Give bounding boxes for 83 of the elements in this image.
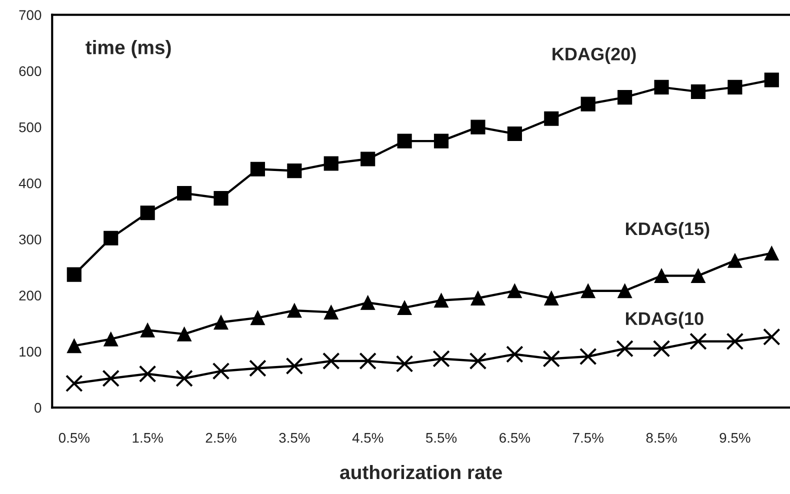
point bbox=[176, 370, 193, 388]
x-tick-label: 0.5% bbox=[58, 432, 90, 443]
point bbox=[580, 96, 596, 112]
x-tick-label: 2.5% bbox=[206, 432, 236, 443]
point bbox=[140, 206, 155, 220]
point bbox=[177, 186, 192, 201]
point bbox=[287, 303, 302, 318]
point bbox=[102, 370, 120, 388]
y-tick-label: 700 bbox=[19, 10, 42, 20]
point bbox=[359, 352, 377, 370]
y-tick-label: 600 bbox=[19, 66, 42, 76]
point bbox=[214, 190, 228, 206]
x-axis-title: authorization rate bbox=[340, 464, 502, 480]
point bbox=[654, 80, 669, 94]
point bbox=[654, 268, 669, 283]
y-tick-label: 400 bbox=[18, 178, 42, 188]
series-label: KDAG(15) bbox=[626, 222, 710, 239]
point bbox=[250, 162, 266, 176]
point bbox=[324, 304, 338, 320]
point bbox=[434, 134, 449, 148]
point bbox=[616, 340, 634, 358]
x-tick-label: 7.5% bbox=[572, 432, 604, 443]
y-tick-label: 100 bbox=[20, 346, 42, 357]
point bbox=[579, 348, 597, 366]
point bbox=[397, 134, 412, 148]
series-label: KDAG(10 bbox=[626, 312, 704, 329]
point bbox=[138, 365, 156, 383]
y-tick-label: 0 bbox=[34, 402, 42, 413]
point bbox=[470, 120, 486, 134]
point bbox=[396, 355, 414, 372]
point bbox=[690, 268, 706, 283]
point bbox=[764, 72, 779, 88]
point bbox=[618, 90, 632, 105]
y-tick-label: 300 bbox=[19, 234, 42, 244]
point bbox=[249, 360, 266, 377]
point bbox=[324, 156, 338, 171]
point bbox=[286, 357, 304, 375]
point bbox=[287, 163, 302, 178]
y-tick-label: 500 bbox=[19, 122, 42, 132]
point bbox=[360, 152, 376, 166]
point bbox=[544, 111, 559, 126]
point bbox=[212, 362, 230, 380]
x-tick-label: 4.5% bbox=[352, 432, 384, 443]
point bbox=[506, 346, 524, 363]
point bbox=[618, 284, 632, 298]
point bbox=[507, 126, 522, 142]
point bbox=[728, 253, 742, 268]
point bbox=[470, 290, 486, 306]
point bbox=[507, 284, 522, 298]
point bbox=[66, 267, 82, 282]
point bbox=[469, 352, 487, 370]
point bbox=[104, 230, 118, 246]
point bbox=[104, 332, 118, 346]
point bbox=[726, 332, 744, 350]
point bbox=[762, 328, 780, 346]
point bbox=[322, 352, 340, 370]
point bbox=[544, 290, 559, 306]
point bbox=[764, 246, 779, 261]
point bbox=[214, 314, 228, 330]
point bbox=[177, 326, 192, 342]
x-tick-label: 8.5% bbox=[646, 432, 677, 443]
point bbox=[140, 322, 155, 338]
x-tick-label: 9.5% bbox=[720, 432, 750, 443]
point bbox=[360, 295, 376, 310]
x-tick-label: 3.5% bbox=[279, 432, 310, 443]
x-tick-label: 1.5% bbox=[132, 432, 163, 443]
point bbox=[65, 374, 83, 392]
point bbox=[250, 310, 266, 326]
point bbox=[542, 350, 560, 368]
x-tick-label: 6.5% bbox=[500, 432, 530, 443]
point bbox=[728, 80, 742, 94]
point bbox=[580, 284, 596, 298]
y-axis-title: time (ms) bbox=[86, 40, 171, 58]
y-tick-label: 200 bbox=[19, 290, 42, 301]
point bbox=[397, 300, 412, 315]
series-label: KDAG(20) bbox=[552, 47, 636, 64]
point bbox=[434, 293, 449, 308]
point bbox=[66, 338, 82, 354]
point bbox=[690, 332, 707, 350]
point bbox=[690, 84, 706, 99]
x-tick-label: 5.5% bbox=[426, 432, 457, 443]
point bbox=[432, 350, 450, 368]
point bbox=[652, 340, 670, 358]
